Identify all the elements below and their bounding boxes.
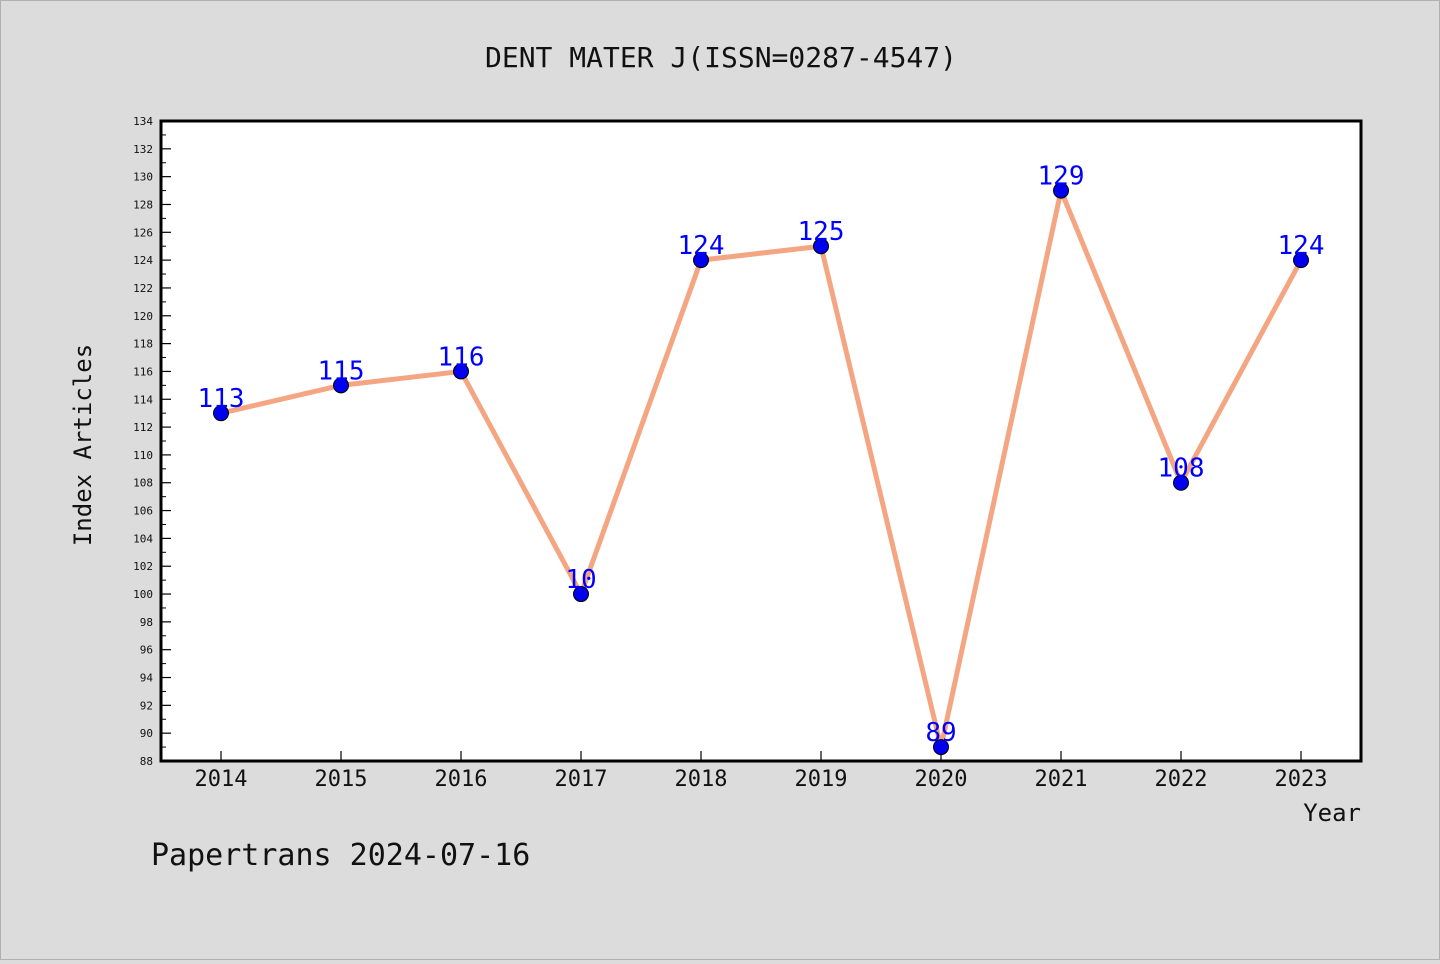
data-label: 113 (198, 384, 245, 414)
plot-area (159, 119, 1363, 763)
x-tick-label: 2019 (795, 767, 848, 792)
y-tick-label: 110 (133, 449, 153, 462)
data-point (453, 363, 469, 380)
x-tick-label: 2023 (1275, 767, 1328, 792)
y-tick-label: 118 (133, 338, 153, 351)
data-point (213, 405, 229, 422)
x-tick-label: 2016 (435, 767, 488, 792)
y-tick-label: 120 (133, 310, 153, 323)
data-point (1293, 252, 1309, 269)
y-tick-label: 104 (133, 532, 153, 545)
data-label: 108 (1158, 454, 1205, 484)
y-tick-label: 124 (133, 254, 153, 267)
y-tick-label: 116 (133, 365, 153, 378)
y-tick-label: 114 (133, 393, 153, 406)
y-axis-label: Index Articles (69, 344, 97, 546)
series-line (220, 188, 1304, 750)
x-tick-label: 2015 (315, 767, 368, 792)
y-tick-label: 106 (133, 505, 153, 518)
y-tick-label: 108 (133, 477, 153, 490)
x-axis-label: Year (1303, 799, 1361, 827)
y-tick-label: 132 (133, 143, 153, 156)
data-label: 124 (678, 231, 725, 261)
y-axis: 88 90 92 94 96 98 100 102 104 106 108 110 112 114 116 1… (133, 115, 171, 768)
y-tick-label: 90 (140, 727, 153, 740)
x-tick-label: 2022 (1155, 767, 1208, 792)
data-point (693, 252, 709, 269)
data-point (933, 739, 949, 756)
data-label: 10 (565, 565, 596, 595)
y-tick-label: 128 (133, 198, 153, 211)
y-tick-label: 102 (133, 560, 153, 573)
y-tick-label: 92 (140, 699, 153, 712)
x-tick-label: 2020 (915, 767, 968, 792)
y-tick-label: 96 (140, 644, 153, 657)
series-group: 113 115 116 10 124 125 89 129 108 124 (198, 162, 1325, 756)
data-label: 124 (1278, 231, 1325, 261)
footer-credit: Papertrans 2024-07-16 (151, 838, 530, 873)
data-point (333, 377, 349, 394)
data-label: 115 (318, 356, 365, 386)
x-axis: 2014 2015 2016 2017 2018 2019 2020 2021 2022 2023 (195, 751, 1328, 792)
data-label: 89 (925, 718, 956, 748)
y-tick-label: 100 (133, 588, 153, 601)
x-tick-label: 2021 (1035, 767, 1088, 792)
data-point (813, 238, 829, 255)
data-point (573, 586, 589, 603)
data-label: 125 (798, 217, 845, 247)
y-tick-label: 94 (140, 672, 154, 685)
y-tick-label: 126 (133, 226, 153, 239)
y-tick-label: 88 (140, 755, 153, 768)
data-label: 129 (1038, 162, 1085, 192)
data-point (1173, 474, 1189, 491)
x-tick-label: 2017 (555, 767, 608, 792)
data-label: 116 (438, 342, 485, 372)
y-tick-label: 134 (133, 115, 153, 128)
y-tick-label: 112 (133, 421, 153, 434)
x-tick-label: 2014 (195, 767, 248, 792)
y-tick-label: 122 (133, 282, 153, 295)
chart-title: DENT MATER J(ISSN=0287-4547) (485, 41, 957, 74)
data-point (1053, 182, 1069, 199)
y-tick-label: 98 (140, 616, 153, 629)
y-tick-label: 130 (133, 171, 153, 184)
x-tick-label: 2018 (675, 767, 728, 792)
